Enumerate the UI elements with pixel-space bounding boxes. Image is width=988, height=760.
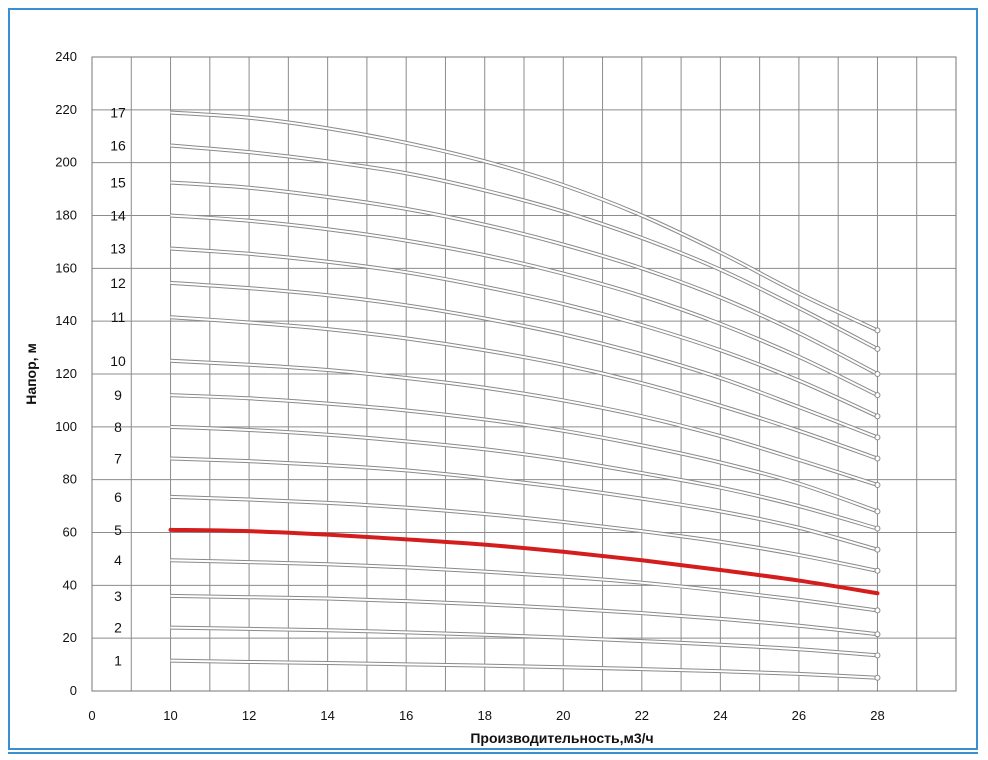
curve-end-marker — [874, 392, 881, 399]
curve-stage-3 — [170, 594, 878, 636]
y-axis-title: Напор, м — [23, 343, 39, 405]
plot-area — [91, 56, 957, 692]
curve-stage-16 — [170, 144, 878, 350]
x-tick-label: 10 — [163, 708, 177, 723]
curve-stage-6 — [170, 495, 878, 572]
curve-label-12: 12 — [110, 275, 126, 291]
y-tick-label: 60 — [63, 525, 77, 540]
x-tick-label: 28 — [870, 708, 884, 723]
curve-stage-14 — [170, 214, 878, 397]
curve-label-13: 13 — [110, 241, 126, 257]
curve-label-10: 10 — [110, 353, 126, 369]
curve-label-4: 4 — [114, 552, 122, 568]
curve-end-marker — [874, 345, 881, 352]
curve-label-11: 11 — [111, 309, 126, 325]
curve-end-marker — [874, 631, 881, 638]
x-tick-label: 18 — [477, 708, 491, 723]
curve-end-marker — [874, 546, 881, 553]
curve-end-marker — [874, 652, 881, 659]
curve-stage-5-highlight — [168, 527, 880, 596]
curve-label-15: 15 — [110, 174, 126, 190]
curve-end-marker — [874, 455, 881, 462]
x-tick-label: 26 — [792, 708, 806, 723]
curve-end-marker — [874, 567, 881, 574]
curve-label-7: 7 — [114, 451, 122, 467]
axes — [91, 56, 957, 692]
x-tick-label: 22 — [635, 708, 649, 723]
y-tick-label: 100 — [55, 419, 77, 434]
x-tick-label: 20 — [556, 708, 570, 723]
curve-stage-4 — [170, 559, 878, 612]
curve-end-marker — [874, 508, 881, 515]
x-tick-label: 14 — [320, 708, 334, 723]
curve-label-16: 16 — [110, 137, 126, 153]
curve-end-marker — [874, 434, 881, 441]
y-tick-label: 0 — [70, 683, 77, 698]
curve-stage-12 — [170, 281, 878, 439]
curve-stage-13 — [170, 247, 878, 418]
curve-stage-1 — [170, 659, 878, 679]
curve-label-17: 17 — [110, 104, 126, 120]
curve-label-2: 2 — [114, 620, 122, 636]
bottom-border — [8, 752, 978, 760]
curve-end-marker — [874, 674, 881, 681]
curve-stage-9 — [170, 394, 878, 513]
x-tick-label: 16 — [399, 708, 413, 723]
y-tick-label: 40 — [63, 577, 77, 592]
y-tick-label: 20 — [63, 630, 77, 645]
y-tick-label: 220 — [55, 102, 77, 117]
curve-stage-10 — [170, 359, 878, 486]
curve-end-marker — [874, 481, 881, 488]
curve-stage-17 — [170, 111, 878, 332]
curve-end-marker — [874, 525, 881, 532]
curve-stage-7 — [170, 457, 878, 551]
curve-end-marker — [874, 607, 881, 614]
y-tick-label: 200 — [55, 155, 77, 170]
curve-label-5: 5 — [114, 522, 122, 538]
y-tick-label: 80 — [63, 472, 77, 487]
y-tick-label: 140 — [55, 313, 77, 328]
curve-label-3: 3 — [114, 588, 122, 604]
curve-label-9: 9 — [114, 387, 122, 403]
y-tick-label: 120 — [55, 366, 77, 381]
x-tick-label: 24 — [713, 708, 727, 723]
x-axis-title: Производительность,м3/ч — [470, 730, 653, 746]
curve-label-1: 1 — [114, 653, 122, 669]
curve-label-8: 8 — [114, 419, 122, 435]
curve-stage-8 — [170, 425, 878, 530]
curves — [168, 110, 881, 681]
curve-end-marker — [874, 327, 881, 334]
curve-label-14: 14 — [110, 208, 126, 224]
x-origin-label: 0 — [88, 708, 95, 723]
curve-stage-15 — [170, 181, 878, 375]
y-tick-label: 240 — [55, 49, 77, 64]
curve-stage-11 — [170, 316, 878, 460]
curve-stage-2 — [170, 626, 878, 657]
x-tick-label: 12 — [242, 708, 256, 723]
curve-end-marker — [874, 371, 881, 377]
curve-end-marker — [874, 413, 881, 420]
curve-label-6: 6 — [114, 489, 122, 505]
y-tick-label: 160 — [55, 260, 77, 275]
y-tick-label: 180 — [55, 208, 77, 223]
